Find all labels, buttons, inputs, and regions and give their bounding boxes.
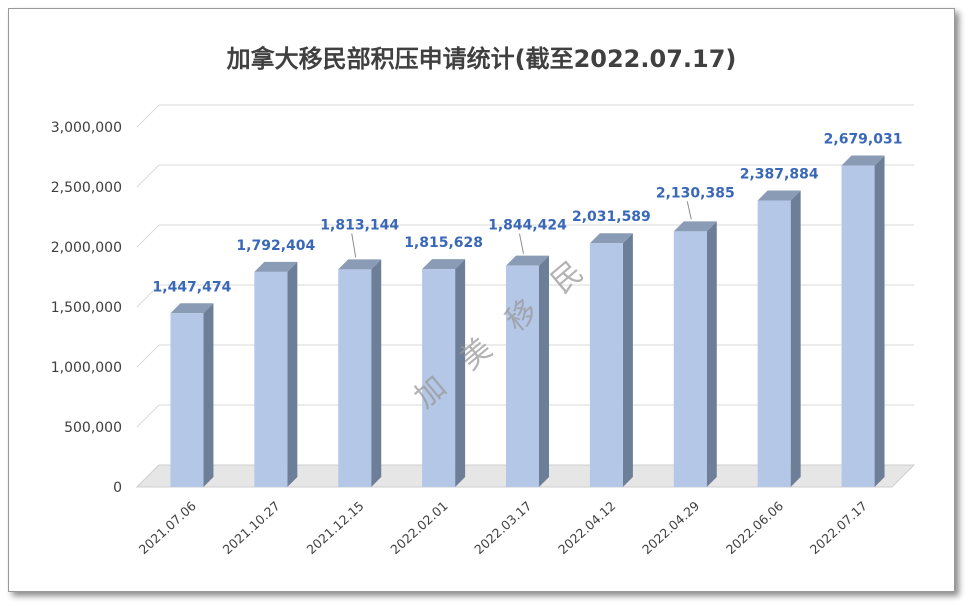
bar-side xyxy=(539,255,549,487)
y-tick-label: 2,500,000 xyxy=(51,180,122,196)
y-tick-label: 500,000 xyxy=(64,420,122,436)
x-tick-label: 2022.04.12 xyxy=(555,498,618,557)
bar xyxy=(422,269,456,487)
gridline-diagonal xyxy=(136,404,160,428)
bar xyxy=(254,271,288,487)
x-tick-label: 2022.02.01 xyxy=(387,498,450,557)
bar-side xyxy=(287,261,298,487)
y-tick-label: 2,000,000 xyxy=(51,240,122,256)
bar xyxy=(757,200,791,487)
bar-side xyxy=(706,221,717,487)
bar-side xyxy=(622,233,633,487)
y-tick-label: 0 xyxy=(113,480,122,496)
bar-top xyxy=(589,233,633,244)
bar xyxy=(506,265,539,487)
bar xyxy=(170,313,204,487)
data-label: 2,031,589 xyxy=(572,209,651,225)
data-label: 1,792,404 xyxy=(236,238,315,254)
y-tick-label: 3,000,000 xyxy=(51,120,122,136)
bar-side xyxy=(371,259,382,487)
gridline-diagonal xyxy=(136,224,160,248)
data-label: 2,387,884 xyxy=(740,166,819,182)
x-tick-label: 2022.06.06 xyxy=(723,498,786,557)
data-label: 1,813,144 xyxy=(320,217,399,233)
bar-top xyxy=(170,303,214,314)
x-tick-label: 2021.10.27 xyxy=(220,498,283,557)
chart-title: 加拿大移民部积压申请统计(截至2022.07.17) xyxy=(226,45,737,73)
data-label: 1,844,424 xyxy=(488,218,567,234)
y-tick-label: 1,500,000 xyxy=(51,300,122,316)
x-tick-label: 2022.03.17 xyxy=(471,498,534,557)
bar-side xyxy=(874,155,885,487)
data-label: 2,130,385 xyxy=(656,185,735,201)
chart-frame: 加拿大移民部积压申请统计(截至2022.07.17) 0 500,000 1,000… xyxy=(8,8,955,592)
gridline-diagonal xyxy=(136,284,160,308)
bar-top xyxy=(422,259,466,270)
data-label: 1,447,474 xyxy=(153,279,232,295)
bar-side xyxy=(455,259,466,487)
bar xyxy=(589,243,623,487)
y-tick-label: 1,000,000 xyxy=(51,360,122,376)
bar xyxy=(841,165,875,487)
x-tick-label: 2022.04.29 xyxy=(639,498,702,557)
bar-top xyxy=(841,155,885,166)
bar-top xyxy=(673,221,717,232)
data-label: 2,679,031 xyxy=(824,132,903,148)
bar-top xyxy=(757,190,801,201)
data-label-leader xyxy=(686,201,692,220)
bar-top xyxy=(506,255,549,266)
x-tick-label: 2021.07.06 xyxy=(136,498,199,557)
bar-side xyxy=(203,303,214,487)
bar-side xyxy=(790,190,801,487)
gridline-diagonal xyxy=(136,164,160,188)
data-label: 1,815,628 xyxy=(404,235,483,251)
data-label-leader xyxy=(519,233,524,254)
bar-top xyxy=(254,261,298,272)
gridline-diagonal xyxy=(136,104,160,128)
gridline-diagonal xyxy=(136,344,160,368)
bar-chart: 0 500,000 1,000,000 1,500,000 2,000,000 2,500… xyxy=(51,104,916,557)
bar xyxy=(338,269,372,487)
bar-top xyxy=(338,259,382,270)
data-label-leader xyxy=(351,233,357,258)
x-tick-label: 2022.07.17 xyxy=(807,498,870,557)
bar xyxy=(673,231,707,487)
x-tick-label: 2021.12.15 xyxy=(303,498,366,557)
